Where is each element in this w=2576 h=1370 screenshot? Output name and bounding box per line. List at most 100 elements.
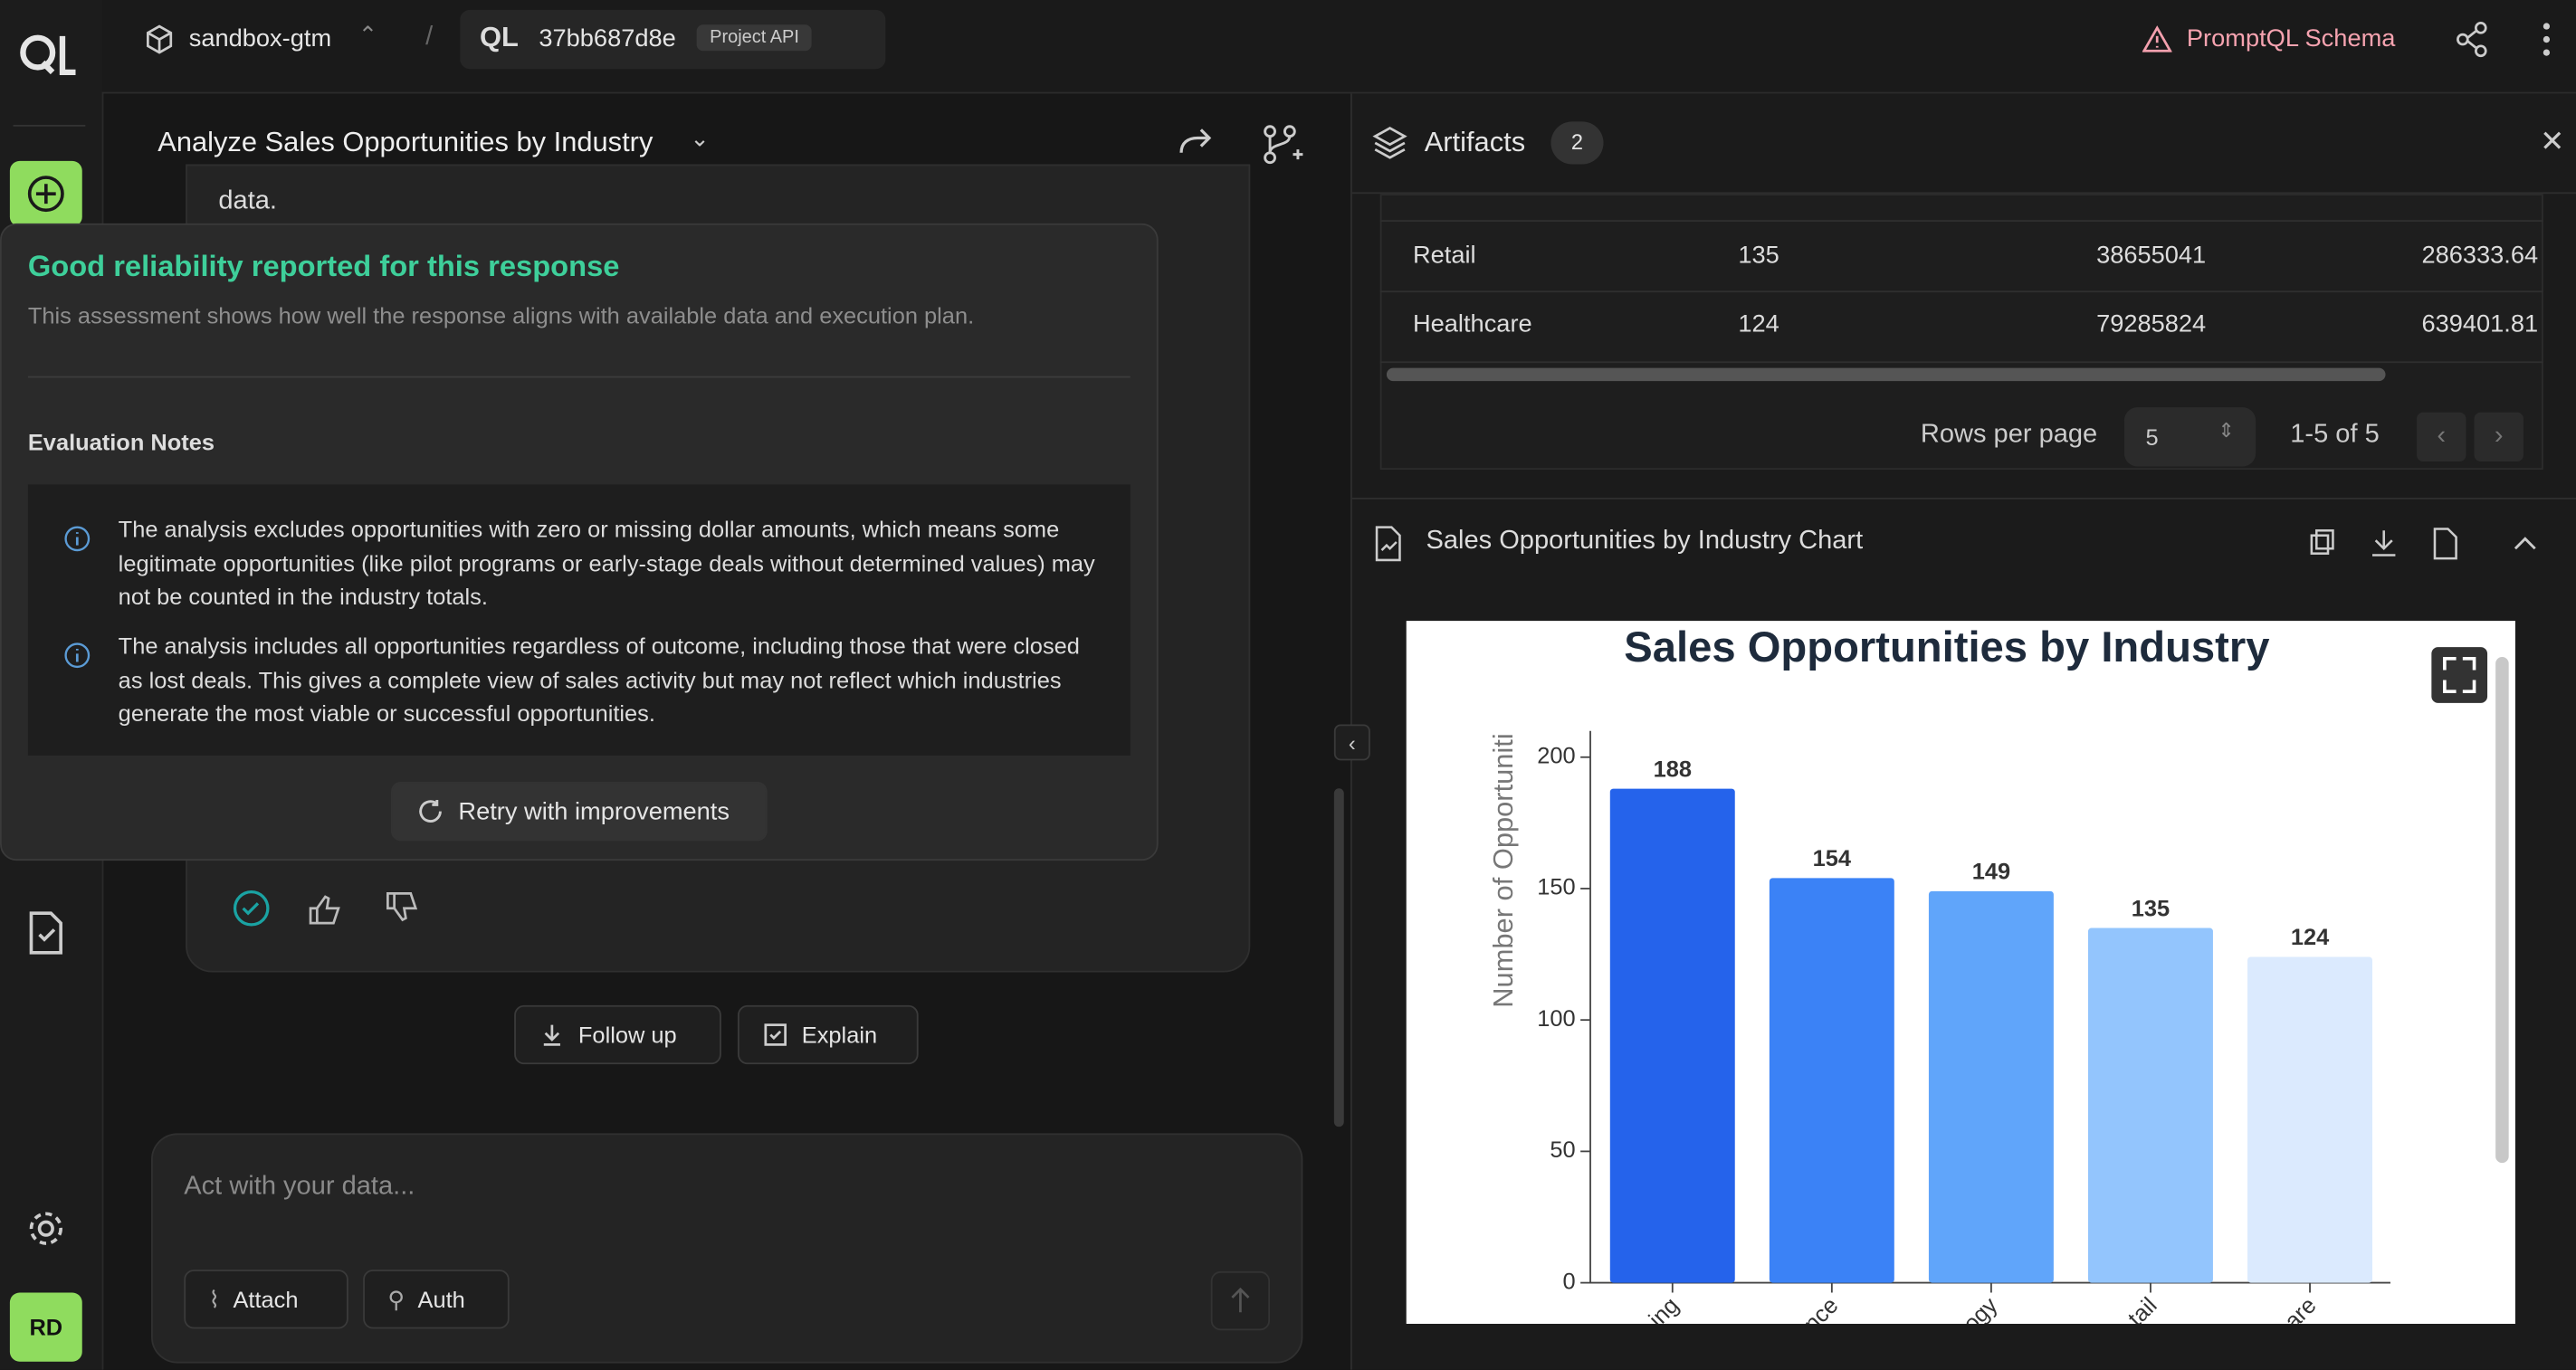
y-tick-label: 100 — [1537, 1006, 1575, 1032]
table-cell: 79285824 — [2096, 310, 2207, 338]
build-id: 37bb687d8e — [539, 24, 676, 53]
divider — [27, 376, 1131, 378]
layers-icon — [1372, 127, 1407, 159]
row-divider — [1379, 220, 2543, 223]
table-cell: Healthcare — [1412, 310, 1532, 338]
table-cell: 135 — [1738, 241, 1779, 270]
forward-icon[interactable] — [1178, 127, 1214, 159]
artifacts-title: Artifacts — [1424, 126, 1526, 158]
warning-icon — [2142, 25, 2172, 52]
x-tick-label: nce — [1799, 1293, 1844, 1324]
row-divider — [1379, 361, 2543, 364]
prev-page[interactable]: ‹ — [2417, 412, 2466, 462]
note: The analysis includes all opportunities … — [118, 632, 1080, 727]
artifacts-icon[interactable] — [26, 910, 66, 956]
retry-button[interactable]: Retry with improvements — [390, 781, 768, 842]
chart-scrollbar[interactable] — [2495, 657, 2509, 1164]
value-label: 124 — [2291, 925, 2329, 950]
table-cell: 639401.81 — [2421, 310, 2539, 338]
title-chevron[interactable]: ⌄ — [690, 124, 710, 151]
bar — [2247, 956, 2373, 1283]
send-button[interactable] — [1210, 1270, 1271, 1331]
value-label: 135 — [2132, 896, 2170, 921]
close-button[interactable]: ✕ — [2540, 124, 2565, 158]
avatar[interactable]: RD — [9, 1292, 82, 1362]
follow-up-label: Follow up — [577, 1021, 677, 1049]
divider — [13, 124, 86, 127]
info-icon — [64, 526, 91, 552]
value-label: 154 — [1813, 846, 1851, 871]
divider — [1351, 192, 2576, 195]
x-tick-label: are — [2280, 1293, 2322, 1324]
new-thread-button[interactable] — [9, 160, 82, 227]
project-name[interactable]: sandbox-gtm — [188, 24, 332, 53]
reliability-title: Good reliability reported for this respo… — [27, 249, 620, 283]
separator: / — [425, 23, 434, 52]
scrollbar[interactable] — [1333, 788, 1344, 1127]
attach-button[interactable]: ⌇ Attach — [184, 1270, 348, 1329]
value-label: 188 — [1654, 756, 1692, 782]
response-text: data. — [218, 186, 278, 215]
info-icon — [64, 642, 91, 669]
auth-label: Auth — [417, 1286, 465, 1313]
horizontal-scrollbar[interactable] — [1386, 367, 2386, 382]
explain-label: Explain — [801, 1021, 878, 1049]
artifacts-count: 2 — [1550, 121, 1604, 165]
table-card — [1379, 194, 2543, 471]
y-tick-label: 200 — [1537, 743, 1575, 768]
select-chevron: ⇕ — [2218, 418, 2235, 442]
composer-input[interactable]: Act with your data... — [184, 1172, 415, 1201]
y-tick-label: 150 — [1537, 875, 1575, 900]
chart: Sales Opportunities by Industry Number o… — [1406, 621, 2515, 1324]
chevron: ⌃ — [358, 21, 377, 48]
y-tick-label: 50 — [1550, 1137, 1575, 1163]
chart-actions[interactable] — [2306, 528, 2552, 560]
collapse-toggle[interactable]: ‹ — [1333, 724, 1370, 761]
menu-icon[interactable] — [2533, 22, 2560, 58]
schema-link[interactable]: PromptQL Schema — [2186, 24, 2396, 53]
page-size-select[interactable] — [2123, 407, 2256, 467]
build-badge: Project API — [696, 24, 813, 52]
chart-panel-title: Sales Opportunities by Industry Chart — [1426, 527, 1864, 556]
reliability-subtitle: This assessment shows how well the respo… — [27, 301, 975, 329]
row-divider — [1379, 290, 2543, 293]
explain-button[interactable]: Explain — [737, 1004, 919, 1065]
page-range: 1-5 of 5 — [2290, 420, 2380, 449]
logo — [20, 34, 76, 76]
bar — [1769, 878, 1894, 1283]
divider — [1351, 497, 2576, 499]
notes-box — [27, 484, 1131, 756]
rows-per-page-label: Rows per page — [1920, 420, 2098, 449]
table-cell: 286333.64 — [2421, 241, 2539, 270]
fullscreen-icon — [2443, 657, 2476, 693]
y-tick-label: 0 — [1563, 1269, 1576, 1294]
attach-label: Attach — [233, 1286, 299, 1313]
chart-file-icon — [1375, 526, 1401, 562]
share-icon[interactable] — [2455, 22, 2491, 58]
bar — [2087, 928, 2213, 1283]
value-label: 149 — [1972, 860, 2010, 885]
chart-title: Sales Opportunities by Industry — [1624, 623, 2269, 671]
retry-label: Retry with improvements — [458, 797, 730, 826]
y-axis-label: Number of Opportuniti — [1487, 733, 1519, 1007]
x-tick-label: ing — [1645, 1293, 1684, 1324]
branch-icon[interactable] — [1262, 123, 1304, 166]
feedback-icons[interactable] — [232, 887, 439, 929]
x-tick-label: tail — [2123, 1293, 2162, 1324]
x-tick-label: ogy — [1959, 1292, 2003, 1324]
bar — [1609, 788, 1735, 1283]
bar — [1928, 890, 2054, 1283]
next-page[interactable]: › — [2474, 412, 2524, 462]
auth-button[interactable]: ⚲ Auth — [363, 1270, 510, 1329]
settings-icon[interactable] — [26, 1209, 66, 1249]
fullscreen-button[interactable] — [2431, 647, 2488, 703]
notes-heading: Evaluation Notes — [27, 428, 215, 455]
build-selector[interactable] — [460, 9, 886, 70]
note: The analysis excludes opportunities with… — [118, 515, 1095, 610]
table-cell: 38655041 — [2096, 241, 2207, 270]
page-size: 5 — [2145, 423, 2159, 451]
table-cell: Retail — [1412, 241, 1476, 270]
follow-up-button[interactable]: Follow up — [514, 1004, 721, 1065]
thread-title[interactable]: Analyze Sales Opportunities by Industry — [157, 126, 654, 158]
